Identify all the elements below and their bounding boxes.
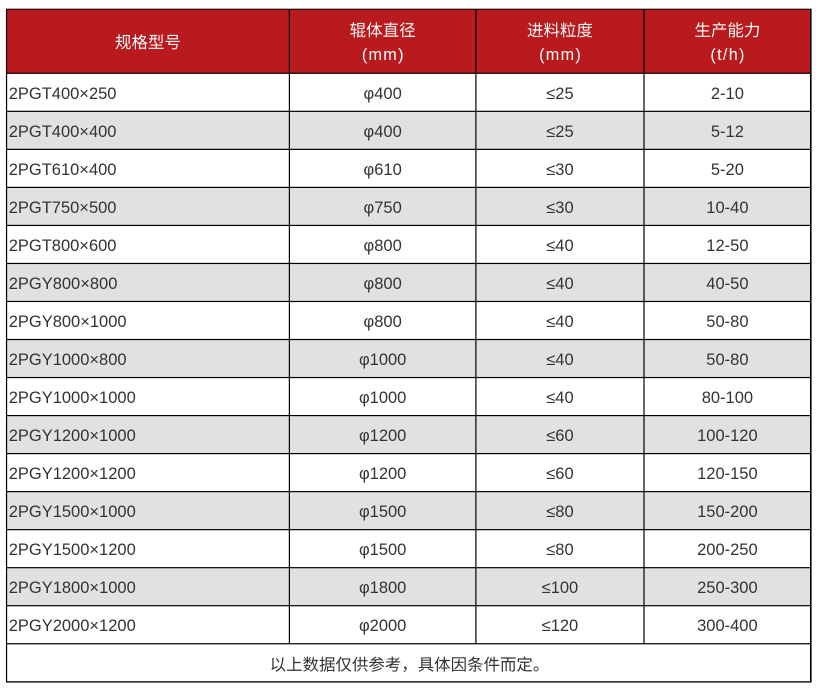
svg-text:2PGT400×400: 2PGT400×400 (9, 123, 117, 141)
svg-text:φ750: φ750 (364, 199, 402, 217)
svg-text:≤40: ≤40 (546, 389, 573, 407)
svg-text:100-120: 100-120 (697, 427, 758, 445)
svg-text:φ800: φ800 (364, 275, 402, 293)
svg-text:12-50: 12-50 (706, 237, 748, 255)
svg-text:10-40: 10-40 (706, 199, 748, 217)
svg-text:40-50: 40-50 (706, 275, 748, 293)
svg-text:φ1500: φ1500 (359, 503, 406, 521)
svg-text:2PGY1000×1000: 2PGY1000×1000 (9, 389, 136, 407)
svg-text:φ800: φ800 (364, 313, 402, 331)
svg-text:≤30: ≤30 (546, 161, 573, 179)
svg-text:300-400: 300-400 (697, 617, 758, 635)
svg-text:≤80: ≤80 (546, 541, 573, 559)
svg-text:2PGY1000×800: 2PGY1000×800 (9, 351, 127, 369)
svg-text:2PGT400×250: 2PGT400×250 (9, 85, 117, 103)
svg-text:2PGY2000×1200: 2PGY2000×1200 (9, 617, 136, 635)
svg-text:≤60: ≤60 (546, 427, 573, 445)
svg-text:120-150: 120-150 (697, 465, 758, 483)
svg-text:80-100: 80-100 (702, 389, 753, 407)
svg-text:≤25: ≤25 (546, 123, 573, 141)
svg-text:≤40: ≤40 (546, 237, 573, 255)
svg-text:(mm): (mm) (539, 46, 582, 64)
svg-text:2-10: 2-10 (711, 85, 744, 103)
svg-text:(t/h): (t/h) (710, 46, 745, 64)
svg-text:50-80: 50-80 (706, 351, 748, 369)
svg-text:φ1200: φ1200 (359, 427, 406, 445)
svg-text:≤40: ≤40 (546, 275, 573, 293)
svg-text:φ610: φ610 (364, 161, 402, 179)
svg-text:φ1200: φ1200 (359, 465, 406, 483)
svg-text:≤30: ≤30 (546, 199, 573, 217)
svg-text:2PGY1200×1200: 2PGY1200×1200 (9, 465, 136, 483)
svg-text:φ400: φ400 (364, 123, 402, 141)
svg-text:2PGY1800×1000: 2PGY1800×1000 (9, 579, 136, 597)
svg-text:2PGT800×600: 2PGT800×600 (9, 237, 117, 255)
svg-text:150-200: 150-200 (697, 503, 758, 521)
svg-text:2PGY1500×1200: 2PGY1500×1200 (9, 541, 136, 559)
svg-text:φ1800: φ1800 (359, 579, 406, 597)
svg-text:φ1000: φ1000 (359, 389, 406, 407)
svg-text:2PGY800×1000: 2PGY800×1000 (9, 313, 127, 331)
svg-text:2PGT750×500: 2PGT750×500 (9, 199, 117, 217)
svg-text:250-300: 250-300 (697, 579, 758, 597)
svg-text:2PGY1200×1000: 2PGY1200×1000 (9, 427, 136, 445)
svg-text:φ400: φ400 (364, 85, 402, 103)
svg-text:φ1500: φ1500 (359, 541, 406, 559)
svg-text:≤40: ≤40 (546, 351, 573, 369)
svg-text:≤100: ≤100 (542, 579, 579, 597)
svg-text:50-80: 50-80 (706, 313, 748, 331)
svg-text:φ800: φ800 (364, 237, 402, 255)
svg-text:≤120: ≤120 (542, 617, 579, 635)
svg-text:≤60: ≤60 (546, 465, 573, 483)
svg-text:5-12: 5-12 (711, 123, 744, 141)
svg-text:(mm): (mm) (362, 46, 405, 64)
svg-text:≤40: ≤40 (546, 313, 573, 331)
svg-text:2PGY800×800: 2PGY800×800 (9, 275, 118, 293)
svg-text:5-20: 5-20 (711, 161, 744, 179)
svg-text:200-250: 200-250 (697, 541, 758, 559)
svg-text:≤80: ≤80 (546, 503, 573, 521)
svg-text:φ1000: φ1000 (359, 351, 406, 369)
svg-text:φ2000: φ2000 (359, 617, 406, 635)
svg-text:≤25: ≤25 (546, 85, 573, 103)
svg-text:2PGY1500×1000: 2PGY1500×1000 (9, 503, 136, 521)
svg-text:2PGT610×400: 2PGT610×400 (9, 161, 117, 179)
